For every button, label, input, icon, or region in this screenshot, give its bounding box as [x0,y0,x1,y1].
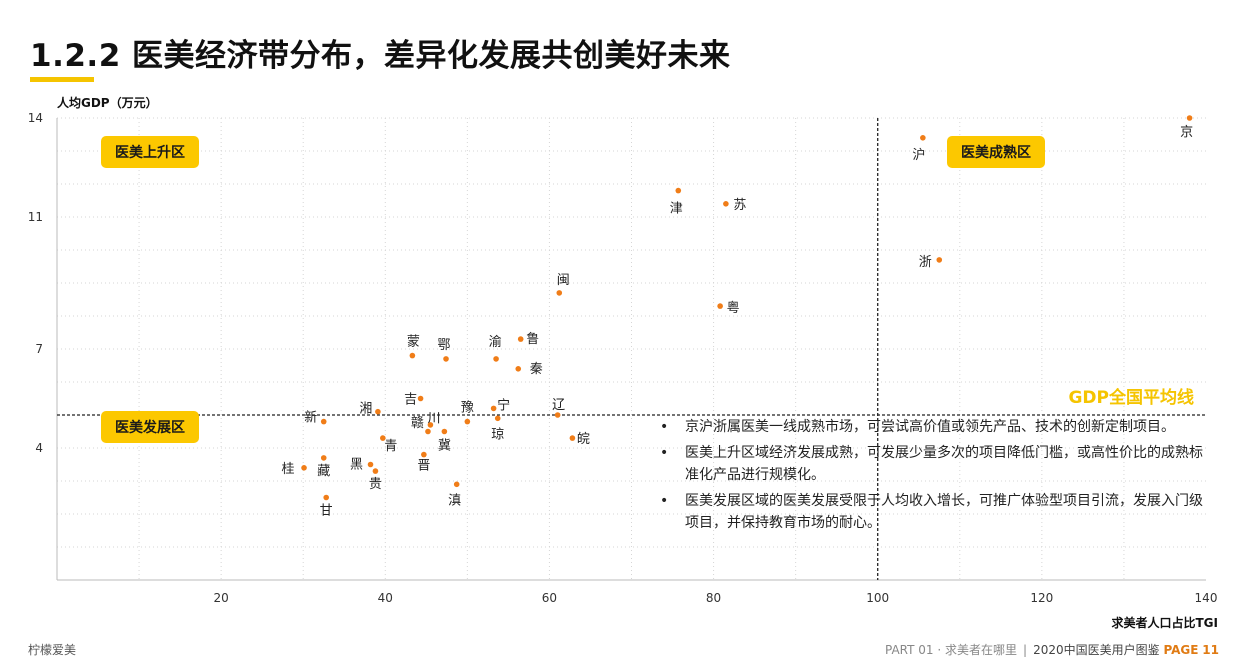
point-label: 藏 [317,464,330,479]
data-point [443,356,449,362]
point-label: 滇 [448,493,461,508]
point-label: 甘 [320,504,333,519]
y-tick-label: 4 [35,441,43,455]
point-label: 赣 [411,416,424,431]
zone-badge-rising: 医美上升区 [101,136,199,168]
x-tick-label: 140 [1195,591,1218,605]
x-tick-label: 100 [866,591,889,605]
point-label: 蒙 [407,335,420,350]
y-tick-label: 14 [28,111,43,125]
data-point [493,356,499,362]
footer-report-title: 2020中国医美用户图鉴 [1033,643,1160,657]
x-tick-label: 80 [706,591,721,605]
data-point [323,494,329,501]
data-point [417,395,424,402]
point-label: 青 [384,439,397,454]
point-label: 桂 [282,462,295,477]
point-label: 贵 [369,477,382,492]
point-label: 晋 [417,459,430,474]
footer-info: PART 01 · 求美者在哪里 | 2020中国医美用户图鉴 PAGE 11 [885,641,1219,658]
notes-list: 京沪浙属医美一线成熟市场，可尝试高价值或领先产品、技术的创新定制项目。 医美上升… [658,416,1203,538]
data-point [920,135,926,141]
point-label: 辽 [552,398,565,413]
footer-page-number: 11 [1202,643,1219,657]
footer-page-label: PAGE [1163,643,1199,657]
data-point [554,412,561,418]
point-label: 新 [304,410,317,426]
point-label: 湘 [359,402,372,417]
gdp-average-label: GDP全国平均线 [1068,387,1194,408]
data-point [717,303,723,309]
point-label: 吉 [404,393,417,408]
data-point [517,336,524,342]
data-point [441,428,448,435]
x-axis-title: 求美者人口占比TGI [1111,615,1218,630]
data-point [380,435,386,441]
point-label: 浙 [919,255,932,270]
zone-badge-developing: 医美发展区 [101,411,199,443]
data-point [1186,115,1193,121]
page-title: 1.2.2 医美经济带分布，差异化发展共创美好未来 [30,38,731,74]
point-label: 苏 [733,197,746,213]
note-item: 医美发展区域的医美发展受限于人均收入增长，可推广体验型项目引流，发展入门级项目，… [658,490,1203,534]
point-label: 渝 [489,334,502,350]
data-point [453,481,460,488]
data-point [320,455,327,461]
point-label: 宁 [497,397,510,413]
data-point [675,187,682,194]
x-tick-label: 120 [1030,591,1053,605]
point-label: 沪 [912,147,925,163]
data-point [490,405,497,412]
data-point [320,418,327,425]
data-point [409,352,416,359]
x-tick-label: 40 [378,591,393,605]
data-point [372,468,379,474]
data-point [494,415,501,422]
footer-brand: 柠檬爱美 [28,643,77,657]
footer-separator: | [1023,643,1028,657]
data-point [375,408,381,415]
note-item: 京沪浙属医美一线成熟市场，可尝试高价值或领先产品、技术的创新定制项目。 [658,416,1203,438]
data-point [464,418,471,425]
point-label: 琼 [491,427,504,442]
point-label: 京 [1180,125,1193,140]
y-tick-label: 11 [28,210,43,224]
x-tick-label: 60 [542,591,557,605]
point-label: 秦 [530,362,543,377]
data-point [427,422,434,428]
point-label: 鲁 [526,332,539,347]
point-label: 黑 [350,458,363,473]
data-point [301,465,307,471]
data-point [569,435,576,441]
data-point [723,201,729,207]
y-tick-label: 7 [35,342,43,356]
data-point [936,257,943,263]
note-item: 医美上升区域经济发展成熟，可发展少量多次的项目降低门槛，或高性价比的成熟标准化产… [658,442,1203,486]
point-label: 津 [670,202,683,217]
chart-axes [56,118,1206,581]
tick-labels: 20 40 60 80 100 120 140 4 7 11 14 [28,111,1218,605]
zone-badge-mature: 医美成熟区 [947,136,1045,168]
point-label: 皖 [577,432,590,447]
x-tick-label: 20 [214,591,229,605]
title-underline [30,77,94,82]
data-point [425,428,431,435]
point-label: 鄂 [438,338,451,353]
data-point [515,366,522,372]
data-point [367,461,374,468]
point-label: 豫 [461,401,474,416]
data-point [421,451,427,458]
footer-section: PART 01 · 求美者在哪里 [885,643,1018,657]
y-axis-title: 人均GDP（万元） [57,95,158,110]
data-point [556,290,563,296]
point-label: 闽 [557,273,570,288]
point-label: 粤 [727,300,740,316]
point-label: 冀 [438,438,451,454]
